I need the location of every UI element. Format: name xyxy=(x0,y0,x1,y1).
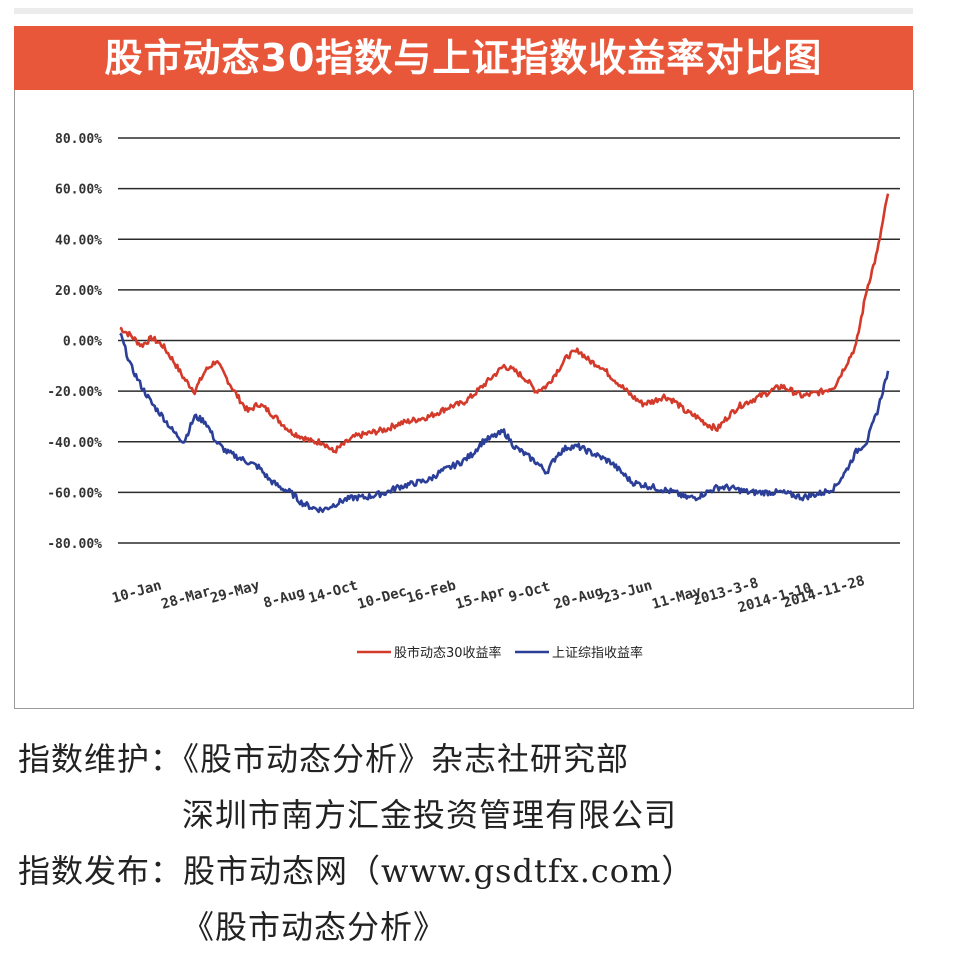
y-tick-label: 40.00% xyxy=(55,233,102,248)
line-chart: 80.00% 60.00% 40.00% 20.00% 0.00% -20.00% -40.… xyxy=(47,132,900,661)
maintainer-company: 深圳市南方汇金投资管理有限公司 xyxy=(182,796,678,834)
y-tick-label: 0.00% xyxy=(63,335,102,350)
title-bar: 股市动态30指数与上证指数收益率对比图 xyxy=(14,26,913,90)
y-tick-label: 20.00% xyxy=(55,284,102,299)
x-tick-label: 8-Aug xyxy=(262,585,307,612)
y-tick-label: -20.00% xyxy=(47,385,102,400)
x-tick-label: 23-Jun xyxy=(601,577,654,606)
publisher-value: 股市动态网（www.gsdtfx.com） xyxy=(183,852,695,890)
top-rule xyxy=(14,8,913,14)
y-tick-label: -80.00% xyxy=(47,537,102,552)
x-tick-label: 14-Oct xyxy=(307,577,360,606)
series-line-gsdt30 xyxy=(119,193,890,454)
publisher-magazine: 《股市动态分析》 xyxy=(182,908,447,946)
x-tick-label: 28-Mar xyxy=(159,583,212,612)
y-tick-label: 80.00% xyxy=(55,132,102,147)
x-tick-label: 16-Feb xyxy=(405,577,458,606)
footer: 指数维护：《股市动态分析》杂志社研究部 深圳市南方汇金投资管理有限公司 指数发布… xyxy=(0,720,969,978)
maintainer-label: 指数维护： xyxy=(18,740,184,778)
y-tick-label: -40.00% xyxy=(47,436,102,451)
legend-label: 上证综指收益率 xyxy=(552,645,643,661)
x-tick-label: 9-Oct xyxy=(507,579,552,606)
y-tick-label: 60.00% xyxy=(55,183,102,198)
legend-label: 股市动态30收益率 xyxy=(394,645,502,661)
x-tick-label: 15-Apr xyxy=(454,583,507,612)
chart-container: 80.00% 60.00% 40.00% 20.00% 0.00% -20.00% -40.… xyxy=(14,90,914,709)
page-title: 股市动态30指数与上证指数收益率对比图 xyxy=(104,36,823,80)
x-tick-label: 10-Jan xyxy=(110,577,163,606)
series-line-shanghai xyxy=(119,332,890,514)
maintainer-value: 《股市动态分析》杂志社研究部 xyxy=(183,740,630,778)
publisher-label: 指数发布： xyxy=(18,852,184,890)
x-tick-label: 2014-11-28 xyxy=(781,573,866,612)
y-tick-label: -60.00% xyxy=(47,486,102,501)
x-tick-label: 29-May xyxy=(209,577,263,606)
x-tick-label: 10-Dec xyxy=(356,583,409,612)
x-tick-label: 20-Aug xyxy=(552,583,605,612)
